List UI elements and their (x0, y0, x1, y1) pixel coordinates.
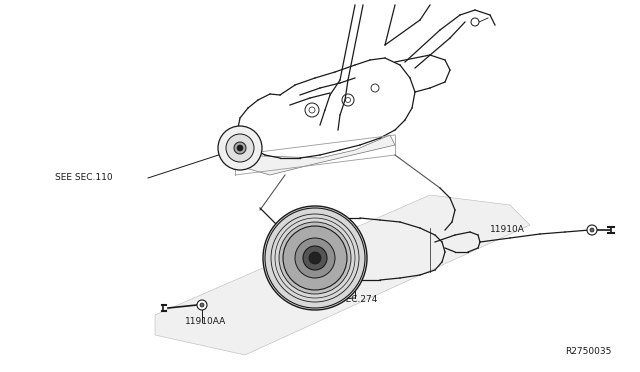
Text: 11910A: 11910A (490, 225, 525, 234)
Circle shape (218, 126, 262, 170)
Circle shape (295, 238, 335, 278)
Circle shape (279, 222, 351, 294)
Circle shape (263, 206, 367, 310)
Circle shape (200, 303, 204, 307)
Circle shape (197, 300, 207, 310)
Circle shape (226, 134, 254, 162)
Circle shape (237, 145, 243, 151)
Circle shape (587, 225, 597, 235)
Text: SEE SEC.274: SEE SEC.274 (320, 295, 378, 305)
Circle shape (471, 18, 479, 26)
Polygon shape (235, 135, 395, 175)
Circle shape (590, 228, 594, 232)
Text: R2750035: R2750035 (565, 347, 611, 356)
Circle shape (309, 252, 321, 264)
Text: SEE SEC.110: SEE SEC.110 (55, 173, 113, 183)
Polygon shape (155, 195, 530, 355)
Circle shape (234, 142, 246, 154)
Circle shape (283, 226, 347, 290)
Circle shape (303, 246, 327, 270)
Text: 11910AA: 11910AA (185, 317, 227, 327)
